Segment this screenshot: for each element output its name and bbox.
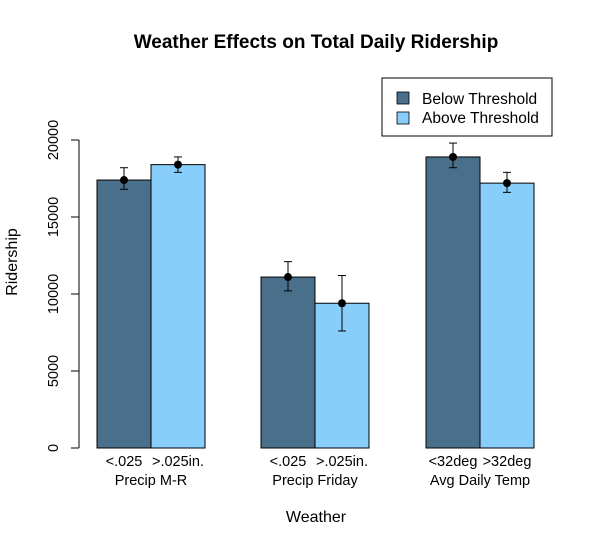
y-tick-label: 20000 [46, 120, 62, 160]
bar [479, 182, 535, 449]
bar-label: <.025 [106, 454, 143, 470]
group-label: Precip M-R [115, 473, 188, 489]
mean-point [338, 299, 346, 308]
bar-label: >32deg [483, 454, 532, 470]
bar [425, 156, 481, 449]
mean-point [503, 179, 511, 188]
group-label: Avg Daily Temp [430, 473, 530, 489]
mean-point [120, 176, 128, 185]
x-axis-label: Weather [286, 509, 347, 526]
y-tick-label: 0 [46, 444, 62, 452]
error-bars-layer [120, 142, 511, 332]
chart-title: Weather Effects on Total Daily Ridership [134, 32, 499, 53]
y-tick-label: 5000 [46, 355, 62, 387]
mean-point [449, 152, 457, 161]
legend-swatch-above [396, 111, 410, 125]
legend-label-below: Below Threshold [422, 91, 537, 108]
group-label: Precip Friday [272, 473, 358, 489]
bar [260, 276, 316, 449]
y-tick-label: 15000 [46, 197, 62, 237]
bar [96, 179, 152, 449]
legend: Below Threshold Above Threshold [381, 77, 553, 137]
bar-label: >.025in. [316, 454, 368, 470]
y-axis-label: Ridership [4, 228, 21, 296]
legend-box [381, 77, 553, 137]
bar-label: <32deg [429, 454, 478, 470]
legend-swatch-below [396, 91, 410, 105]
y-tick-label: 10000 [46, 274, 62, 314]
y-axis: 0 5000 10000 15000 20000 [46, 120, 80, 452]
mean-point [174, 160, 182, 169]
bar [150, 164, 206, 449]
mean-point [284, 273, 292, 282]
bar-label: <.025 [270, 454, 307, 470]
bar-label: >.025in. [152, 454, 204, 470]
bars-layer [96, 156, 535, 449]
x-tick-labels: <.025 >.025in. Precip M-R <.025 >.025in. Prec… [106, 454, 532, 489]
legend-label-above: Above Threshold [422, 110, 539, 127]
